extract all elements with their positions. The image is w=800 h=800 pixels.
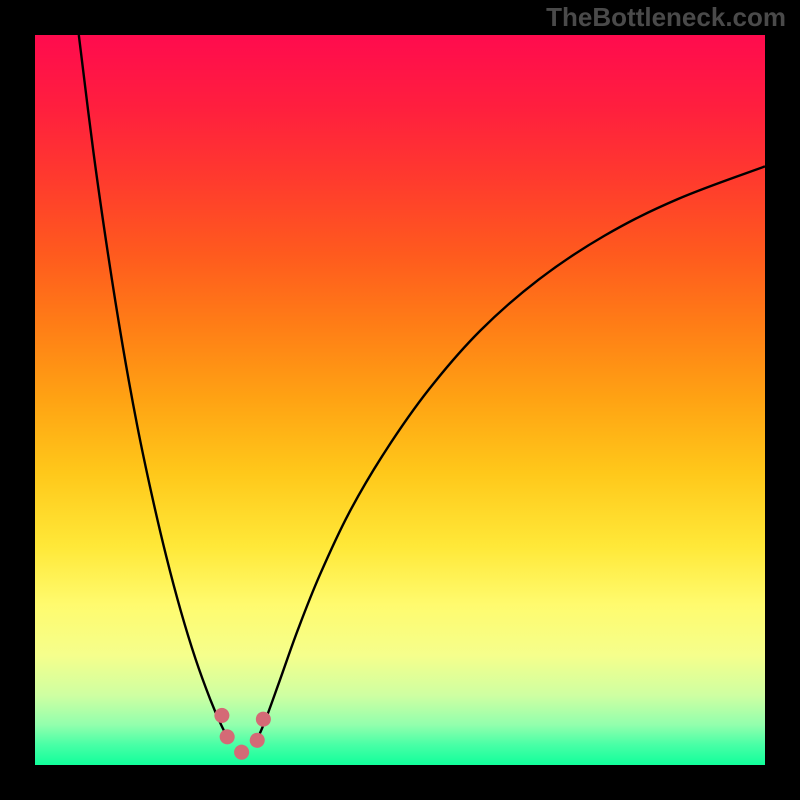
watermark-text: TheBottleneck.com [546,2,786,33]
plot-area [35,35,765,765]
curve-left-branch [79,35,231,743]
trough-marker [222,715,264,753]
chart-svg [35,35,765,765]
curve-right-branch [255,166,765,743]
